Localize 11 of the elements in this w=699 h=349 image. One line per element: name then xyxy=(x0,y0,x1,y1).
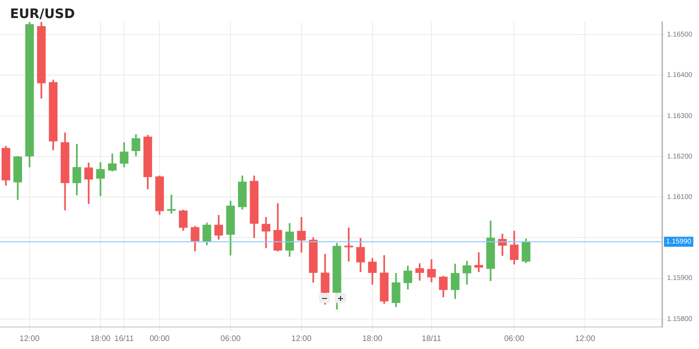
x-tick-label: 06:00 xyxy=(220,334,242,344)
x-tick-label: 16/11 xyxy=(114,334,134,344)
x-tick-label: 12:00 xyxy=(575,334,596,344)
x-tick-label: 18:00 xyxy=(362,334,383,344)
chart-title: EUR/USD xyxy=(10,7,75,22)
x-tick-label: 12:00 xyxy=(20,334,40,344)
x-tick-label: 18:00 xyxy=(90,334,112,344)
x-tick-label: 12:00 xyxy=(291,334,312,344)
x-tick-label: 18/11 xyxy=(422,334,442,344)
x-tick-label: 00:00 xyxy=(150,334,170,344)
x-tick-label: 06:00 xyxy=(504,334,525,344)
